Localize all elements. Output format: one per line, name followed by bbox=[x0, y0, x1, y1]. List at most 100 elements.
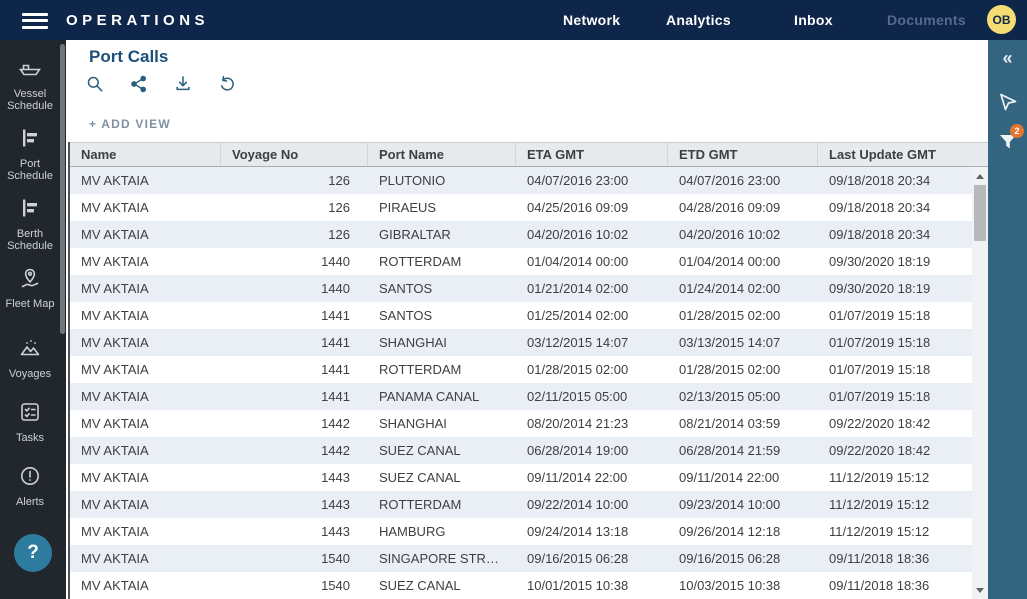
table-header: Name Voyage No Port Name ETA GMT ETD GMT… bbox=[70, 142, 988, 167]
port-calls-table: Name Voyage No Port Name ETA GMT ETD GMT… bbox=[68, 142, 988, 599]
sidebar-item-tasks[interactable]: Tasks bbox=[0, 400, 60, 444]
left-sidebar: Vessel Schedule Port Schedule Berth Sche… bbox=[0, 40, 66, 599]
table-row[interactable]: MV AKTAIA 1443 ROTTERDAM 09/22/2014 10:00 09… bbox=[70, 491, 988, 518]
vessel-schedule-icon bbox=[18, 56, 42, 80]
table-cell: 1443 bbox=[321, 524, 350, 539]
undo-icon[interactable] bbox=[217, 74, 237, 94]
toolbar bbox=[85, 74, 237, 94]
table-row[interactable]: MV AKTAIA 1442 SUEZ CANAL 06/28/2014 19:00 0… bbox=[70, 437, 988, 464]
table-cell: 11/12/2019 15:12 bbox=[829, 497, 930, 512]
search-icon[interactable] bbox=[85, 74, 105, 94]
nav-network[interactable]: Network bbox=[563, 12, 621, 28]
table-cell: 09/16/2015 06:28 bbox=[679, 551, 781, 566]
sidebar-item-port-schedule[interactable]: Port Schedule bbox=[0, 126, 60, 182]
table-cell: 1441 bbox=[321, 308, 350, 323]
table-row[interactable]: MV AKTAIA 1441 PANAMA CANAL 02/11/2015 05:0… bbox=[70, 383, 988, 410]
top-bar: OPERATIONS Network Analytics Inbox Docum… bbox=[0, 0, 1027, 40]
column-header-eta-gmt[interactable]: ETA GMT bbox=[516, 143, 668, 166]
table-cell: 09/11/2014 22:00 bbox=[679, 470, 780, 485]
collapse-panel-icon[interactable]: « bbox=[1002, 48, 1013, 68]
table-cell: MV AKTAIA bbox=[81, 335, 149, 350]
table-cell: 09/26/2014 12:18 bbox=[679, 524, 781, 539]
table-row[interactable]: MV AKTAIA 1540 SINGAPORE STR… 09/16/2015 06… bbox=[70, 545, 988, 572]
table-cell: MV AKTAIA bbox=[81, 416, 149, 431]
tasks-icon bbox=[18, 400, 42, 424]
column-header-name[interactable]: Name bbox=[70, 143, 221, 166]
nav-analytics[interactable]: Analytics bbox=[666, 12, 731, 28]
sidebar-item-berth-schedule[interactable]: Berth Schedule bbox=[0, 196, 60, 252]
table-cell: 01/07/2019 15:18 bbox=[829, 335, 931, 350]
table-cell: PLUTONIO bbox=[379, 173, 446, 188]
table-row[interactable]: MV AKTAIA 1441 SANTOS 01/25/2014 02:00 01/28… bbox=[70, 302, 988, 329]
voyages-icon bbox=[18, 336, 42, 360]
table-cell: 01/24/2014 02:00 bbox=[679, 281, 781, 296]
table-cell: MV AKTAIA bbox=[81, 470, 149, 485]
table-cell: 1440 bbox=[321, 281, 350, 296]
help-button[interactable]: ? bbox=[14, 534, 52, 572]
scrollbar-thumb[interactable] bbox=[974, 185, 986, 241]
table-row[interactable]: MV AKTAIA 126 PIRAEUS 04/25/2016 09:09 04/28… bbox=[70, 194, 988, 221]
table-row[interactable]: MV AKTAIA 1443 SUEZ CANAL 09/11/2014 22:00 0… bbox=[70, 464, 988, 491]
table-row[interactable]: MV AKTAIA 1440 ROTTERDAM 01/04/2014 00:00 01… bbox=[70, 248, 988, 275]
table-cell: SUEZ CANAL bbox=[379, 578, 461, 593]
table-cell: 1441 bbox=[321, 335, 350, 350]
sidebar-item-alerts[interactable]: Alerts bbox=[0, 464, 60, 508]
table-cell: MV AKTAIA bbox=[81, 281, 149, 296]
column-header-etd-gmt[interactable]: ETD GMT bbox=[668, 143, 818, 166]
table-cell: SANTOS bbox=[379, 308, 433, 323]
table-cell: ROTTERDAM bbox=[379, 254, 462, 269]
avatar[interactable]: OB bbox=[987, 5, 1016, 34]
app-title: OPERATIONS bbox=[66, 12, 210, 29]
table-cell: MV AKTAIA bbox=[81, 578, 149, 593]
table-cell: 1540 bbox=[321, 551, 350, 566]
table-cell: 01/07/2019 15:18 bbox=[829, 362, 931, 377]
sidebar-item-vessel-schedule[interactable]: Vessel Schedule bbox=[0, 56, 60, 112]
table-cell: 09/18/2018 20:34 bbox=[829, 173, 931, 188]
table-row[interactable]: MV AKTAIA 126 PLUTONIO 04/07/2016 23:00 04/0… bbox=[70, 167, 988, 194]
table-cell: SUEZ CANAL bbox=[379, 470, 461, 485]
alerts-icon bbox=[18, 464, 42, 488]
right-rail: « 2 bbox=[988, 40, 1027, 599]
table-cell: 09/18/2018 20:34 bbox=[829, 200, 931, 215]
table-cell: PIRAEUS bbox=[379, 200, 437, 215]
table-cell: 1443 bbox=[321, 470, 350, 485]
sidebar-item-voyages[interactable]: Voyages bbox=[0, 336, 60, 380]
column-header-last-update-gmt[interactable]: Last Update GMT bbox=[829, 147, 936, 162]
table-row[interactable]: MV AKTAIA 1540 SUEZ CANAL 10/01/2015 10:38 1… bbox=[70, 572, 988, 599]
table-row[interactable]: MV AKTAIA 1441 ROTTERDAM 01/28/2015 02:00 01… bbox=[70, 356, 988, 383]
table-row[interactable]: MV AKTAIA 126 GIBRALTAR 04/20/2016 10:02 04/… bbox=[70, 221, 988, 248]
table-scrollbar[interactable] bbox=[972, 167, 988, 599]
column-header-port-name[interactable]: Port Name bbox=[368, 143, 516, 166]
sidebar-scrollbar[interactable] bbox=[60, 44, 65, 334]
table-cell: GIBRALTAR bbox=[379, 227, 451, 242]
table-cell: 10/03/2015 10:38 bbox=[679, 578, 781, 593]
table-row[interactable]: MV AKTAIA 1440 SANTOS 01/21/2014 02:00 01/24… bbox=[70, 275, 988, 302]
sidebar-item-fleet-map[interactable]: Fleet Map bbox=[0, 266, 60, 310]
table-cell: PANAMA CANAL bbox=[379, 389, 480, 404]
share-icon[interactable] bbox=[129, 74, 149, 94]
download-icon[interactable] bbox=[173, 74, 193, 94]
table-cell: 09/11/2018 18:36 bbox=[829, 578, 930, 593]
table-cell: 01/07/2019 15:18 bbox=[829, 308, 931, 323]
table-cell: 01/21/2014 02:00 bbox=[527, 281, 629, 296]
table-row[interactable]: MV AKTAIA 1441 SHANGHAI 03/12/2015 14:07 03/… bbox=[70, 329, 988, 356]
table-cell: 09/22/2020 18:42 bbox=[829, 443, 931, 458]
nav-inbox[interactable]: Inbox bbox=[794, 12, 833, 28]
table-cell: 1442 bbox=[321, 443, 350, 458]
main-panel: Port Calls + ADD VIEW Name bbox=[66, 40, 988, 599]
table-cell: ROTTERDAM bbox=[379, 497, 462, 512]
sidebar-item-label: Voyages bbox=[8, 368, 52, 380]
scroll-down-icon[interactable] bbox=[972, 583, 988, 597]
pointer-select-icon[interactable] bbox=[996, 90, 1020, 114]
column-header-voyage-no[interactable]: Voyage No bbox=[221, 143, 368, 166]
table-row[interactable]: MV AKTAIA 1443 HAMBURG 09/24/2014 13:18 09/2… bbox=[70, 518, 988, 545]
filter-icon[interactable] bbox=[996, 130, 1020, 154]
table-row[interactable]: MV AKTAIA 1442 SHANGHAI 08/20/2014 21:23 08/… bbox=[70, 410, 988, 437]
menu-icon[interactable] bbox=[22, 9, 48, 31]
scroll-up-icon[interactable] bbox=[972, 169, 988, 183]
table-cell: 04/25/2016 09:09 bbox=[527, 200, 629, 215]
table-cell: 10/01/2015 10:38 bbox=[527, 578, 629, 593]
table-cell: 01/07/2019 15:18 bbox=[829, 389, 931, 404]
sidebar-item-label: Fleet Map bbox=[5, 298, 55, 310]
add-view-button[interactable]: + ADD VIEW bbox=[89, 117, 171, 131]
